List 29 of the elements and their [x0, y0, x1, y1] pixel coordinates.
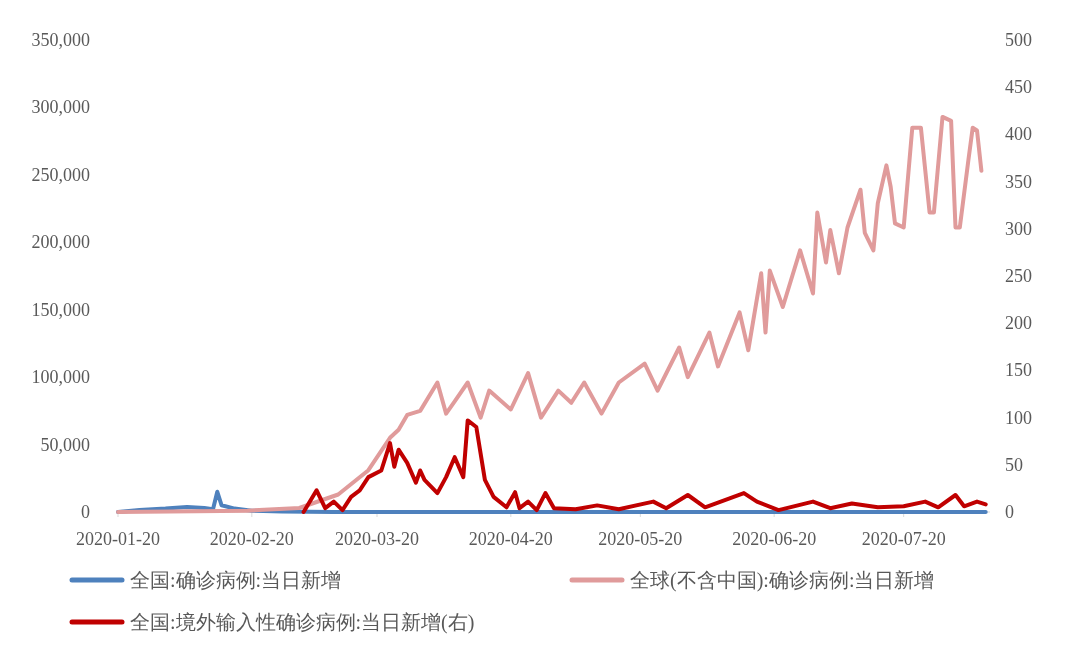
y-tick-label: 150,000	[31, 299, 90, 320]
x-tick-label: 2020-01-20	[76, 529, 160, 549]
y-tick-label: 50,000	[40, 434, 90, 455]
y-tick-label: 350,000	[31, 30, 90, 50]
legend-label: 全球(不含中国):确诊病例:当日新增	[630, 569, 935, 592]
x-tick-label: 2020-04-20	[468, 529, 553, 549]
y2-tick-label: 450	[1005, 77, 1032, 98]
x-tick-label: 2020-05-20	[598, 529, 683, 549]
y-tick-label: 200,000	[31, 232, 90, 253]
y2-tick-label: 250	[1005, 266, 1032, 286]
y-tick-label: 0	[81, 502, 90, 522]
y2-tick-label: 400	[1005, 124, 1032, 145]
y-tick-label: 300,000	[31, 97, 90, 118]
x-tick-label: 2020-03-20	[335, 529, 420, 549]
legend-label: 全国:确诊病例:当日新增	[130, 569, 342, 591]
y2-tick-label: 500	[1005, 30, 1032, 50]
x-tick-label: 2020-07-20	[861, 529, 946, 549]
y2-tick-label: 300	[1005, 218, 1032, 239]
y-tick-label: 100,000	[31, 367, 90, 388]
y-tick-label: 250,000	[31, 164, 90, 185]
y2-tick-label: 0	[1005, 502, 1014, 522]
y2-tick-label: 100	[1005, 407, 1032, 428]
x-tick-label: 2020-06-20	[732, 529, 817, 549]
y2-tick-label: 200	[1005, 313, 1032, 334]
y2-tick-label: 150	[1005, 360, 1032, 381]
y2-tick-label: 50	[1005, 454, 1023, 475]
x-tick-label: 2020-02-20	[209, 529, 294, 549]
legend-label: 全国:境外输入性确诊病例:当日新增(右)	[130, 611, 475, 634]
y2-tick-label: 350	[1005, 171, 1032, 192]
